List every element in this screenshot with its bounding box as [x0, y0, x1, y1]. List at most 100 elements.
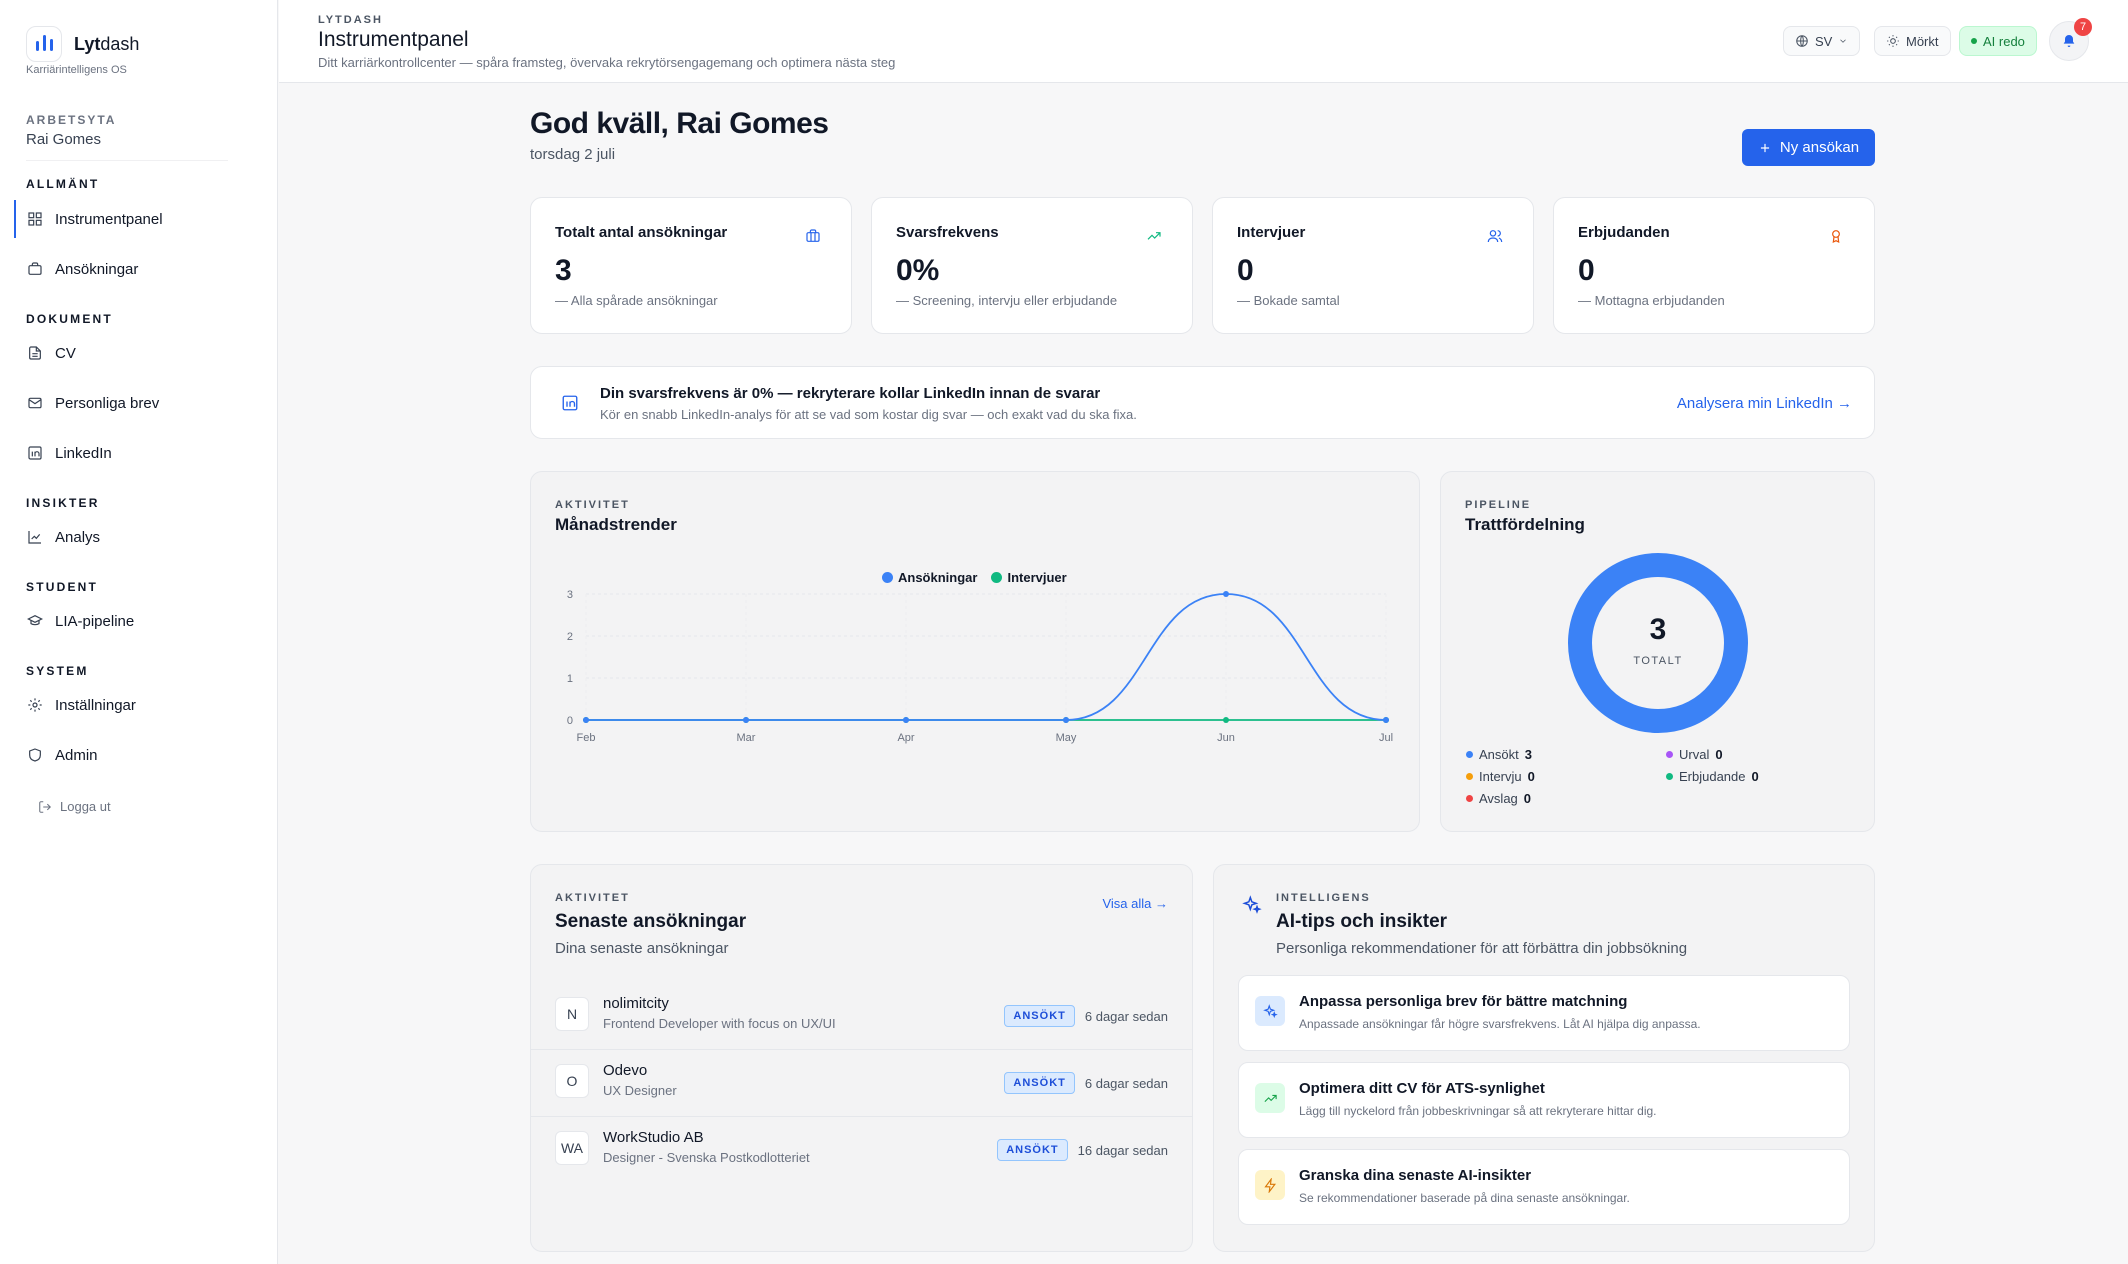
funnel-eyebrow: PIPELINE: [1465, 499, 1532, 511]
legend-label: Intervju: [1479, 769, 1522, 784]
data-point: [583, 717, 589, 723]
sidebar-item-instrumentpanel[interactable]: Instrumentpanel: [14, 200, 264, 238]
table-row[interactable]: N nolimitcity Frontend Developer with fo…: [531, 983, 1192, 1050]
company-name: WorkStudio AB: [603, 1129, 704, 1146]
donut-slice: [1568, 553, 1748, 733]
ai-tip-card[interactable]: Anpassa personliga brev för bättre match…: [1238, 975, 1850, 1051]
current-date: torsdag 2 juli: [530, 146, 616, 163]
sidebar-item-cv[interactable]: CV: [14, 334, 264, 372]
legend-label: Intervjuer: [1007, 570, 1067, 585]
view-all-link[interactable]: Visa alla →: [1102, 896, 1168, 911]
stat-value: 3: [555, 254, 572, 287]
ai-tip-card[interactable]: Optimera ditt CV för ATS-synlighet Lägg …: [1238, 1062, 1850, 1138]
table-row[interactable]: WA WorkStudio AB Designer - Svenska Post…: [531, 1117, 1192, 1184]
legend-dot: [882, 572, 893, 583]
sidebar-item-label: Personliga brev: [55, 394, 160, 412]
stat-note: — Mottagna erbjudanden: [1578, 293, 1725, 308]
page-subtitle: Ditt karriärkontrollcenter — spåra frams…: [318, 55, 896, 70]
sidebar-item-personliga-brev[interactable]: Personliga brev: [14, 384, 264, 422]
donut-total-label: TOTALT: [1633, 655, 1683, 667]
page-title: Instrumentpanel: [318, 28, 469, 51]
funnel-legend-item: Erbjudande 0: [1666, 769, 1759, 784]
x-tick-label: Jun: [1217, 732, 1235, 744]
y-tick-label: 2: [567, 631, 573, 643]
globe-icon: [1796, 35, 1808, 47]
legend-label: Avslag: [1479, 791, 1518, 806]
logout-button[interactable]: Logga ut: [38, 799, 111, 814]
sidebar-item-linkedin[interactable]: LinkedIn: [14, 434, 264, 472]
trend-eyebrow: AKTIVITET: [555, 499, 630, 511]
legend-dot: [1466, 751, 1473, 758]
status-dot: [1971, 38, 1977, 44]
data-point: [1063, 717, 1069, 723]
sidebar-item-lia-pipeline[interactable]: LIA-pipeline: [14, 602, 264, 640]
stat-title: Totalt antal ansökningar: [555, 224, 728, 241]
stat-title: Intervjuer: [1237, 224, 1306, 241]
briefcase-icon: [28, 262, 42, 275]
banner-subtitle: Kör en snabb LinkedIn-analys för att se …: [600, 407, 1137, 422]
legend-dot: [1466, 795, 1473, 802]
logout-icon: [39, 800, 51, 813]
linkedin-banner: Din svarsfrekvens är 0% — rekryterare ko…: [530, 366, 1875, 439]
job-role: UX Designer: [603, 1083, 677, 1098]
sun-icon: [1887, 35, 1899, 47]
trend-title: Månadstrender: [555, 515, 677, 534]
y-tick-label: 0: [567, 715, 573, 727]
analyze-linkedin-link[interactable]: Analysera min LinkedIn →: [1676, 395, 1852, 412]
workspace-name[interactable]: Rai Gomes: [26, 131, 102, 148]
time-ago: 16 dagar sedan: [1077, 1142, 1168, 1158]
new-application-button[interactable]: Ny ansökan: [1742, 129, 1875, 166]
series-line: [586, 593, 1387, 721]
language-select[interactable]: SV: [1783, 26, 1861, 56]
legend-label: Ansökt: [1479, 747, 1519, 762]
stat-card-interviews[interactable]: Intervjuer 0 — Bokade samtal: [1212, 197, 1534, 334]
header-eyebrow: LYTDASH: [318, 14, 383, 26]
shield-icon: [29, 748, 41, 762]
funnel-legend-item: Intervju 0: [1466, 769, 1535, 784]
ai-tip-card[interactable]: Granska dina senaste AI-insikter Se reko…: [1238, 1149, 1850, 1225]
sidebar-item-label: Ansökningar: [55, 260, 139, 278]
sidebar-item-analys[interactable]: Analys: [14, 518, 264, 556]
section-system: SYSTEM: [26, 664, 89, 678]
stat-card-response-rate[interactable]: Svarsfrekvens 0% — Screening, intervju e…: [871, 197, 1193, 334]
linkedin-icon: [28, 446, 42, 460]
legend-item[interactable]: Ansökningar: [882, 570, 977, 585]
chart-icon: [28, 531, 41, 544]
stat-note: — Screening, intervju eller erbjudande: [896, 293, 1118, 308]
table-row[interactable]: O Odevo UX Designer ANSÖKT 6 dagar sedan: [531, 1050, 1192, 1117]
x-tick-label: Feb: [577, 732, 596, 744]
legend-dot: [1666, 773, 1673, 780]
tips-title: AI-tips och insikter: [1276, 911, 1448, 932]
legend-item[interactable]: Intervjuer: [991, 570, 1067, 585]
chevron-down-icon: [1840, 39, 1847, 43]
stat-card-offers[interactable]: Erbjudanden 0 — Mottagna erbjudanden: [1553, 197, 1875, 334]
bell-icon: [2063, 35, 2075, 47]
funnel-legend-item: Avslag 0: [1466, 791, 1531, 806]
data-point: [1223, 717, 1229, 723]
section-allmant: ALLMÄNT: [26, 177, 100, 191]
legend-count: 0: [1523, 791, 1532, 806]
company-avatar: WA: [555, 1131, 589, 1165]
company-name: Odevo: [603, 1062, 648, 1079]
ai-status-badge: AI redo: [1959, 26, 2037, 56]
funnel-legend-item: Ansökt 3: [1466, 747, 1532, 762]
data-point: [1223, 591, 1229, 597]
greeting: God kväll, Rai Gomes: [530, 107, 829, 140]
chart-legend: Ansökningar Intervjuer: [882, 570, 1067, 585]
theme-label: Mörkt: [1906, 33, 1939, 49]
theme-toggle[interactable]: Mörkt: [1874, 26, 1951, 56]
sidebar-item-ansokningar[interactable]: Ansökningar: [14, 250, 264, 288]
brand[interactable]: Lytdash: [26, 26, 139, 62]
tip-title: Anpassa personliga brev för bättre match…: [1299, 993, 1628, 1010]
sidebar-item-installningar[interactable]: Inställningar: [14, 686, 264, 724]
trending-up-icon: [1263, 1094, 1277, 1102]
sidebar-item-label: LIA-pipeline: [55, 612, 135, 630]
stat-card-total[interactable]: Totalt antal ansökningar 3 — Alla spårad…: [530, 197, 852, 334]
section-student: STUDENT: [26, 580, 99, 594]
logout-label: Logga ut: [60, 799, 111, 814]
sidebar-item-admin[interactable]: Admin: [14, 736, 264, 774]
data-point: [743, 717, 749, 723]
tip-icon-wrap: [1255, 1083, 1285, 1113]
stat-title: Svarsfrekvens: [896, 224, 999, 241]
grid-icon: [28, 212, 42, 226]
